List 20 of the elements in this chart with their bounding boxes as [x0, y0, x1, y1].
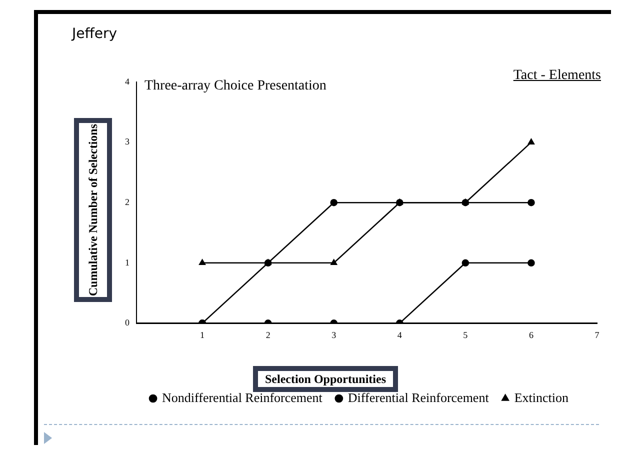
x-tick-label: 6: [528, 330, 534, 340]
y-tick-label: 2: [125, 196, 130, 207]
annotation: Tact - Elements: [513, 68, 601, 84]
x-axis-title: Selection Opportunities: [264, 372, 386, 386]
y-axis-title: Cumulative Number of Selections: [86, 124, 100, 296]
annotation: Three-array Choice Presentation: [144, 78, 326, 94]
y-tick-label: 0: [125, 318, 130, 328]
legend-label: Nondifferential Reinforcement: [162, 390, 323, 405]
x-tick-label: 4: [397, 330, 402, 340]
x-tick-label: 1: [200, 330, 205, 340]
x-tick-label: 3: [332, 330, 337, 340]
x-tick-label: 2: [266, 330, 270, 340]
x-tick-label: 5: [463, 330, 468, 340]
legend-label: Extinction: [514, 390, 569, 405]
y-tick-label: 4: [125, 76, 130, 86]
y-tick-label: 1: [125, 257, 130, 268]
legend-label: Differential Reinforcement: [348, 390, 490, 405]
chart-title: Jeffery: [72, 26, 118, 42]
x-tick-label: 7: [594, 330, 600, 340]
y-tick-label: 3: [125, 136, 130, 147]
